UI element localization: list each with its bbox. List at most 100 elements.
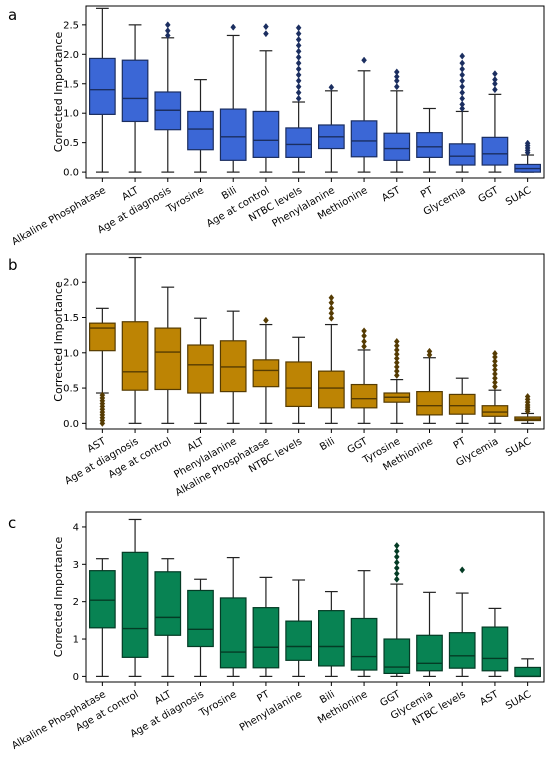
y-tick-label: 1.0 xyxy=(63,348,79,359)
outlier-point xyxy=(328,299,335,307)
outlier-point xyxy=(492,86,498,94)
outlier-point xyxy=(492,370,498,378)
outlier-point xyxy=(393,77,400,85)
outlier-point xyxy=(492,366,498,374)
outlier-point xyxy=(492,361,498,370)
outlier-point xyxy=(459,89,466,97)
y-axis-title: Corrected Importance xyxy=(52,32,65,153)
outlier-point xyxy=(459,77,466,85)
outlier-point xyxy=(295,36,302,44)
outlier-point xyxy=(492,383,498,391)
box-glycemia xyxy=(481,349,509,424)
box-methionine xyxy=(350,56,378,173)
plot-frame xyxy=(85,253,545,430)
outlier-point xyxy=(328,309,335,317)
outlier-point xyxy=(295,83,302,91)
box-body xyxy=(383,638,411,675)
y-tick-label: 0.0 xyxy=(63,419,79,430)
plot-frame xyxy=(85,511,545,683)
outlier-point xyxy=(361,337,367,346)
outlier-point xyxy=(492,378,498,386)
box-body xyxy=(350,617,378,671)
outlier-point xyxy=(393,342,400,350)
outlier-point xyxy=(393,83,400,91)
box-body xyxy=(88,57,116,115)
outlier-point xyxy=(295,47,302,55)
outlier-point xyxy=(492,374,498,382)
outlier-point xyxy=(295,30,302,38)
outlier-point xyxy=(164,21,171,29)
box-body xyxy=(383,132,411,161)
outlier-point xyxy=(459,59,466,67)
box-body xyxy=(448,632,476,669)
box-body xyxy=(481,626,509,672)
box-body xyxy=(219,597,247,669)
outlier-point xyxy=(426,347,433,355)
panel-label: b xyxy=(8,256,18,274)
box-body xyxy=(448,393,476,415)
box-body xyxy=(350,383,378,409)
box-phenylalanine xyxy=(285,579,313,677)
box-bili xyxy=(219,23,247,173)
outlier-point xyxy=(459,100,466,108)
box-methionine xyxy=(416,347,443,424)
box-bili xyxy=(317,294,345,424)
outlier-point xyxy=(393,68,400,76)
outlier-point xyxy=(361,342,367,350)
outlier-point xyxy=(393,371,400,379)
box-age-at-control xyxy=(121,518,149,677)
box-body xyxy=(252,110,280,158)
outlier-point xyxy=(295,89,302,97)
y-tick-label: 2.5 xyxy=(63,20,79,31)
y-tick-label: 2.0 xyxy=(63,50,79,61)
outlier-point xyxy=(295,71,302,79)
outlier-point xyxy=(426,351,433,359)
box-ggt xyxy=(350,327,378,424)
box-pt xyxy=(252,576,280,677)
box-age-at-control xyxy=(154,286,182,424)
box-body xyxy=(187,110,214,151)
box-body xyxy=(154,571,182,636)
box-ast xyxy=(481,607,509,677)
outlier-point xyxy=(459,94,466,102)
outlier-point xyxy=(361,327,367,335)
outlier-point xyxy=(459,566,466,574)
box-body xyxy=(285,620,313,661)
outlier-point xyxy=(459,83,466,91)
box-body xyxy=(88,322,116,352)
y-axis-title: Corrected Importance xyxy=(52,281,65,402)
plot-frame xyxy=(85,5,545,179)
y-tick-label: 4 xyxy=(73,522,79,533)
y-tick-label: 0.0 xyxy=(63,168,79,179)
outlier-point xyxy=(164,31,171,39)
outlier-point xyxy=(263,23,269,31)
box-pt xyxy=(448,377,476,424)
outlier-point xyxy=(459,65,466,73)
box-bili xyxy=(317,590,345,677)
outlier-point xyxy=(393,564,400,572)
panel-label: a xyxy=(8,6,17,24)
box-ast xyxy=(88,307,116,427)
y-tick-label: 1.5 xyxy=(63,79,79,90)
box-body xyxy=(317,610,345,667)
outlier-point xyxy=(393,542,400,550)
box-body xyxy=(88,570,116,629)
box-tyrosine xyxy=(219,556,247,677)
outlier-point xyxy=(393,575,400,583)
outlier-point xyxy=(393,367,400,375)
outlier-point xyxy=(459,104,466,113)
outlier-point xyxy=(295,77,302,85)
box-tyrosine xyxy=(187,79,214,173)
outlier-point xyxy=(492,349,498,358)
box-body xyxy=(252,607,280,669)
box-tyrosine xyxy=(383,337,411,424)
outlier-point xyxy=(393,570,400,578)
outlier-point xyxy=(295,65,302,73)
box-pt xyxy=(416,107,443,173)
outlier-point xyxy=(263,316,269,324)
y-axis-title: Corrected Importance xyxy=(52,537,65,658)
box-ntbc-levels xyxy=(448,566,476,677)
y-tick-label: 3 xyxy=(73,560,79,571)
